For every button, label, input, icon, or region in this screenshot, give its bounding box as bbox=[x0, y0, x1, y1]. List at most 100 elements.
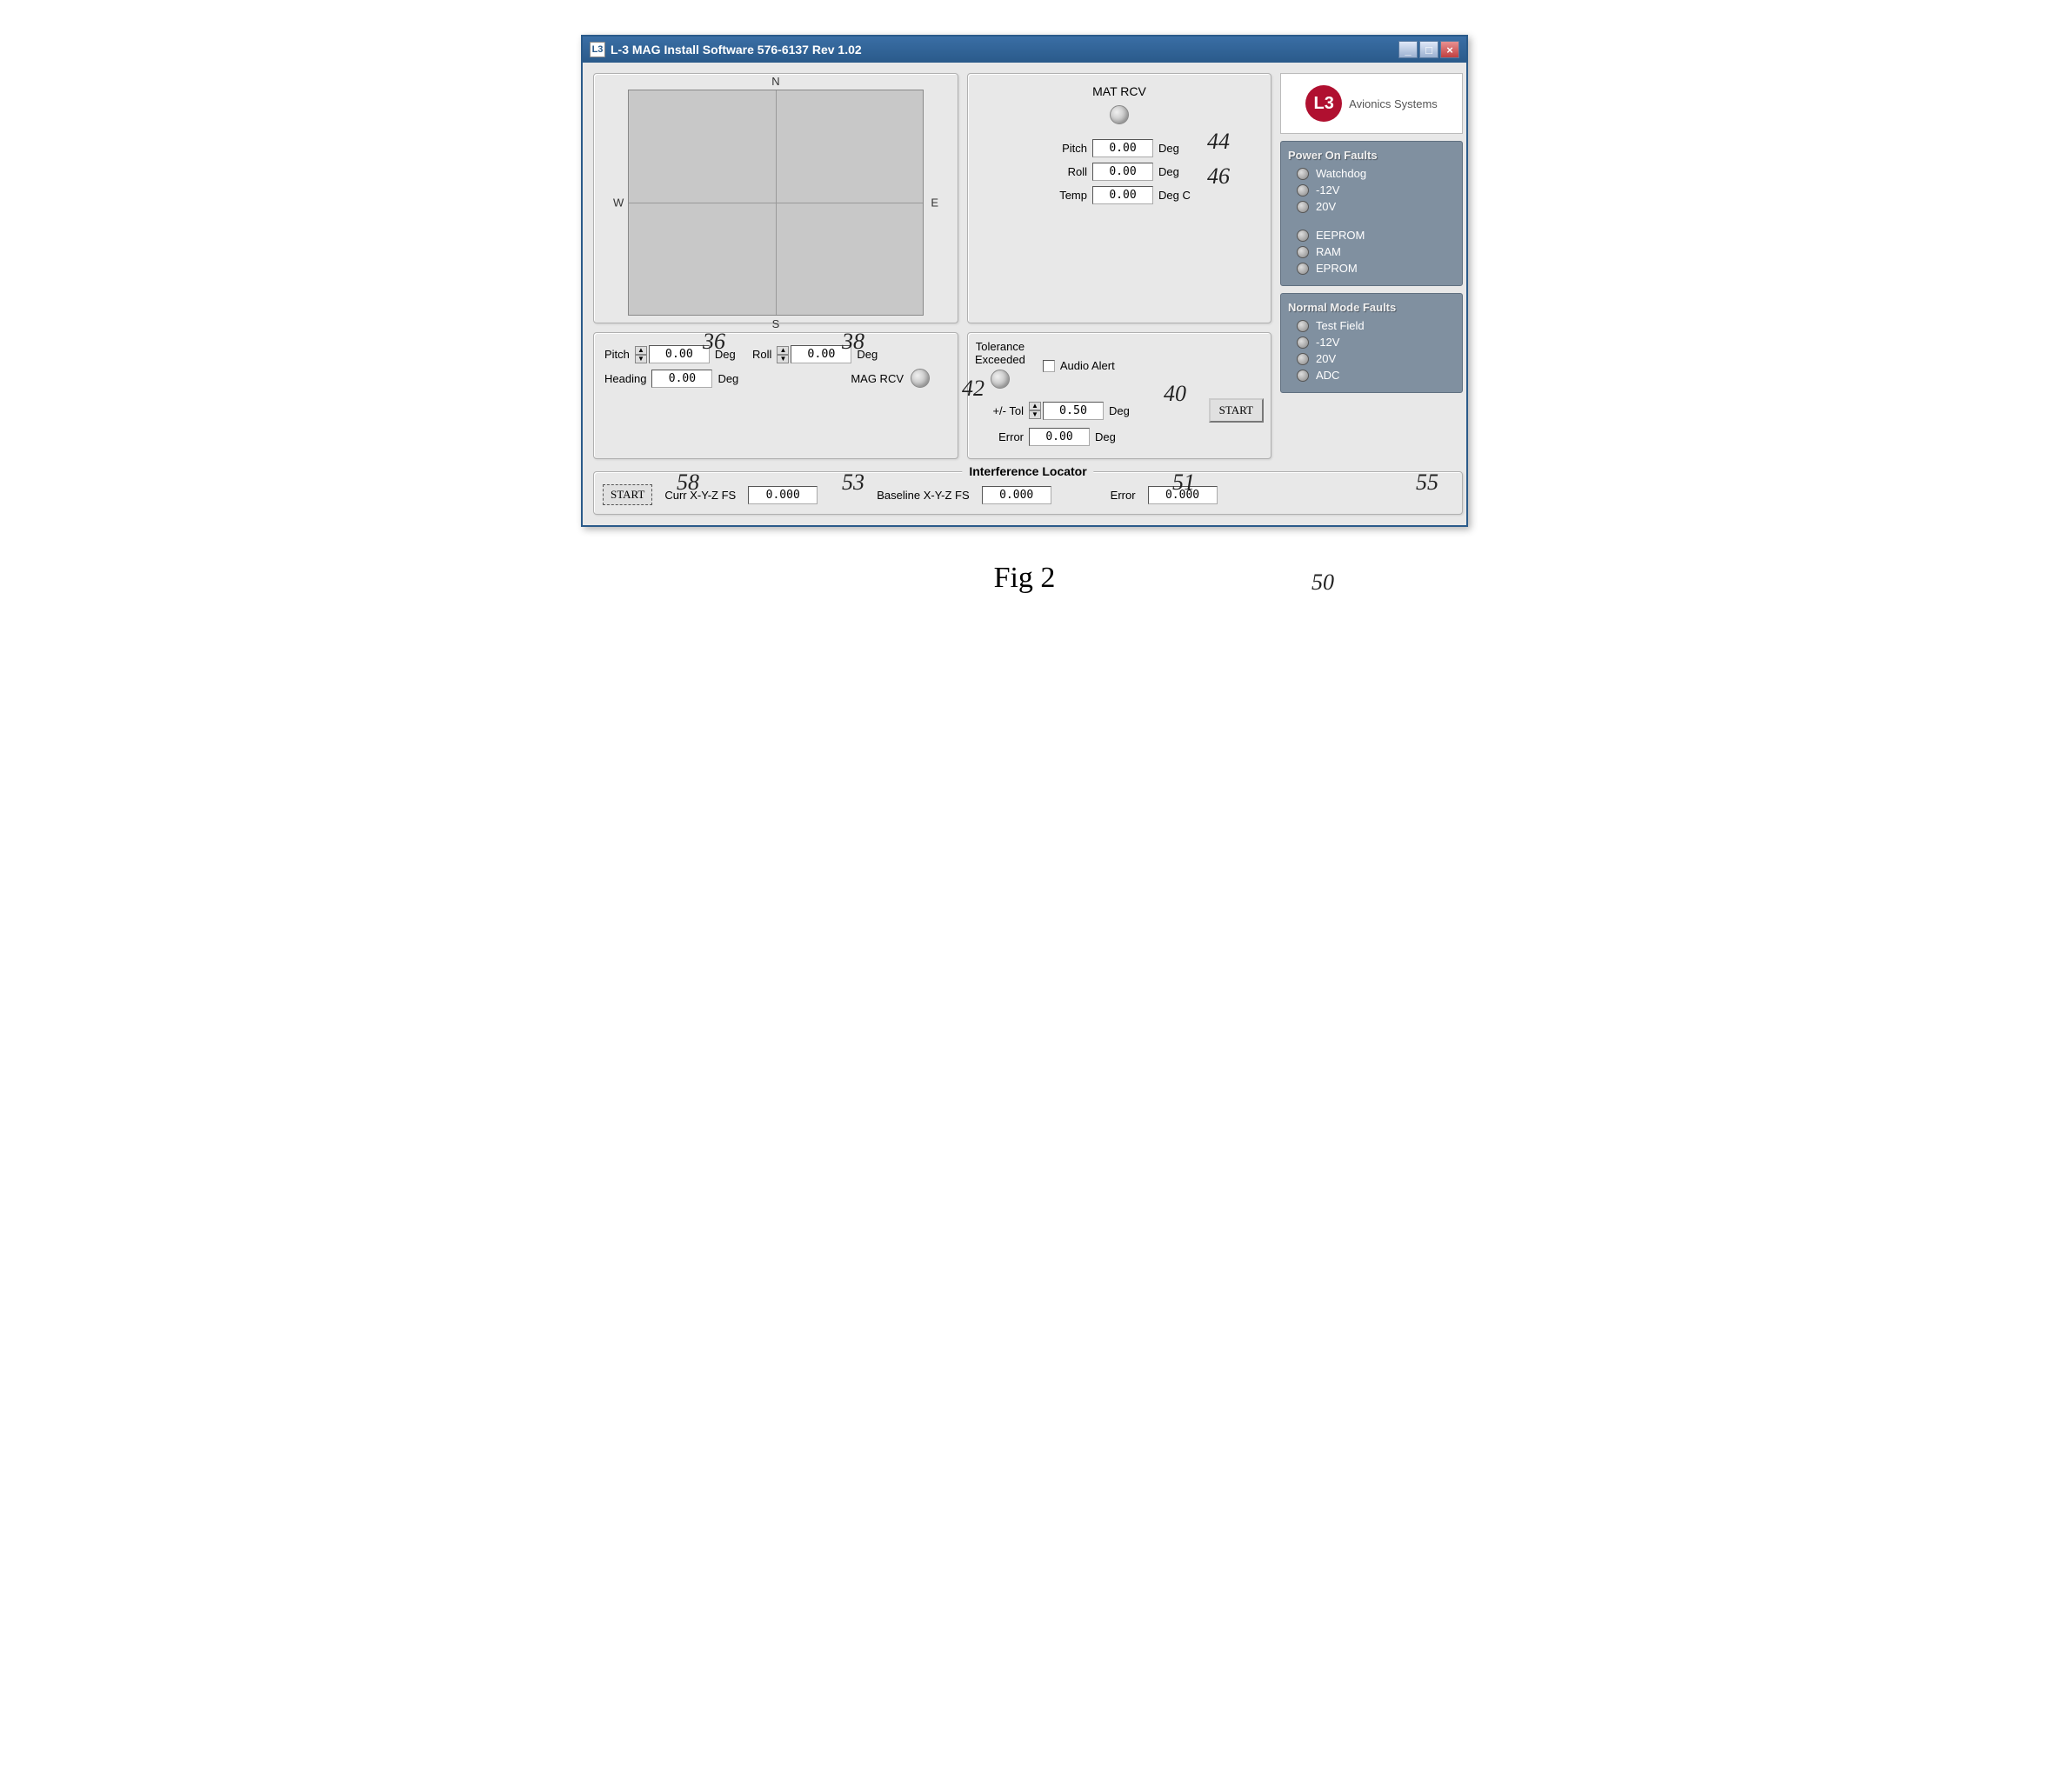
tol-unit: Deg bbox=[1109, 404, 1151, 417]
fault-20v-label: 20V bbox=[1316, 200, 1336, 213]
pitch-label: Pitch bbox=[604, 348, 630, 361]
window-controls: _ □ × bbox=[1398, 41, 1459, 58]
annotation-55: 55 bbox=[1416, 470, 1438, 496]
iloc-curr-value: 0.000 bbox=[748, 486, 818, 504]
annotation-42: 42 bbox=[962, 376, 984, 402]
fault-led bbox=[1297, 184, 1309, 197]
app-icon: L3 bbox=[590, 42, 605, 57]
audio-alert-checkbox[interactable] bbox=[1043, 360, 1055, 372]
figure-caption: Fig 2 bbox=[35, 562, 2014, 595]
minimize-button[interactable]: _ bbox=[1398, 41, 1418, 58]
iloc-base-value: 0.000 bbox=[982, 486, 1051, 504]
mat-roll-value: 0.00 bbox=[1092, 163, 1153, 181]
mat-pitch-value: 0.00 bbox=[1092, 139, 1153, 157]
annotation-36: 36 bbox=[703, 329, 725, 355]
annotation-44: 44 bbox=[1207, 129, 1230, 155]
tolerance-panel: Tolerance Exceeded Audio Alert +/- Tol ▲… bbox=[967, 332, 1271, 459]
annotation-53: 53 bbox=[842, 470, 864, 496]
iloc-base-label: Baseline X-Y-Z FS bbox=[877, 489, 969, 502]
fault-led bbox=[1297, 246, 1309, 258]
fault-watchdog-label: Watchdog bbox=[1316, 167, 1366, 180]
tolerance-exceeded-led bbox=[991, 370, 1010, 389]
mat-pitch-label: Pitch bbox=[1038, 142, 1087, 155]
audio-alert-label: Audio Alert bbox=[1060, 359, 1115, 372]
power-on-faults-title: Power On Faults bbox=[1288, 149, 1455, 162]
heading-unit: Deg bbox=[717, 372, 738, 385]
fault-led bbox=[1297, 230, 1309, 242]
mat-temp-label: Temp bbox=[1038, 189, 1087, 202]
pitch-input[interactable] bbox=[649, 345, 710, 363]
compass-north-label: N bbox=[771, 75, 779, 88]
fault-led bbox=[1297, 370, 1309, 382]
mat-temp-unit: Deg C bbox=[1158, 189, 1200, 202]
annotation-38: 38 bbox=[842, 329, 864, 355]
compass-panel: N S E W bbox=[593, 73, 958, 323]
titlebar: L3 L-3 MAG Install Software 576-6137 Rev… bbox=[583, 37, 1466, 63]
interference-locator-panel: Interference Locator START Curr X-Y-Z FS… bbox=[593, 471, 1463, 515]
compass-display: N S E W bbox=[628, 90, 924, 316]
interference-locator-title: Interference Locator bbox=[962, 464, 1093, 478]
mat-temp-value: 0.00 bbox=[1092, 186, 1153, 204]
compass-west-label: W bbox=[613, 197, 624, 210]
mat-roll-label: Roll bbox=[1038, 165, 1087, 178]
roll-label: Roll bbox=[752, 348, 771, 361]
mat-rcv-panel: MAT RCV Pitch 0.00 Deg Roll 0.00 Deg Tem… bbox=[967, 73, 1271, 323]
fault-led bbox=[1297, 201, 1309, 213]
pitch-down-button[interactable]: ▼ bbox=[635, 355, 647, 363]
maximize-button[interactable]: □ bbox=[1419, 41, 1438, 58]
tol-error-label: Error bbox=[975, 430, 1024, 443]
fault-led bbox=[1297, 336, 1309, 349]
fault-neg12v-label: -12V bbox=[1316, 183, 1339, 197]
iloc-error-label: Error bbox=[1111, 489, 1136, 502]
mag-rcv-label: MAG RCV bbox=[851, 372, 904, 385]
brand-text: Avionics Systems bbox=[1349, 97, 1438, 110]
fault-eeprom-label: EEPROM bbox=[1316, 229, 1365, 242]
mat-roll-unit: Deg bbox=[1158, 165, 1200, 178]
tol-error-unit: Deg bbox=[1095, 430, 1137, 443]
compass-east-label: E bbox=[931, 197, 938, 210]
fault-led bbox=[1297, 320, 1309, 332]
heading-label: Heading bbox=[604, 372, 646, 385]
l3-icon: L3 bbox=[1305, 85, 1342, 122]
fault-ram-label: RAM bbox=[1316, 245, 1341, 258]
fault-testfield-label: Test Field bbox=[1316, 319, 1365, 332]
power-on-faults-panel: Power On Faults Watchdog -12V 20V EEPROM… bbox=[1280, 141, 1463, 286]
tol-label: +/- Tol bbox=[975, 404, 1024, 417]
pitch-up-button[interactable]: ▲ bbox=[635, 346, 647, 355]
mat-rcv-title: MAT RCV bbox=[975, 84, 1264, 98]
normal-mode-faults-panel: Normal Mode Faults Test Field -12V 20V A… bbox=[1280, 293, 1463, 393]
fault-eprom-label: EPROM bbox=[1316, 262, 1358, 275]
tol-error-value: 0.00 bbox=[1029, 428, 1090, 446]
brand-logo: L3 Avionics Systems bbox=[1280, 73, 1463, 134]
mat-rcv-led bbox=[1110, 105, 1129, 124]
fault-20v-label: 20V bbox=[1316, 352, 1336, 365]
fault-led bbox=[1297, 168, 1309, 180]
tol-down-button[interactable]: ▼ bbox=[1029, 410, 1041, 419]
window-title: L-3 MAG Install Software 576-6137 Rev 1.… bbox=[611, 43, 862, 57]
app-window: L3 L-3 MAG Install Software 576-6137 Rev… bbox=[581, 35, 1468, 527]
annotation-40: 40 bbox=[1164, 381, 1186, 407]
annotation-58: 58 bbox=[677, 470, 699, 496]
close-button[interactable]: × bbox=[1440, 41, 1459, 58]
mat-pitch-unit: Deg bbox=[1158, 142, 1200, 155]
annotation-51: 51 bbox=[1172, 470, 1195, 496]
pitch-roll-heading-panel: Pitch ▲ ▼ Deg Roll ▲ ▼ bbox=[593, 332, 958, 459]
compass-south-label: S bbox=[772, 317, 780, 330]
roll-up-button[interactable]: ▲ bbox=[777, 346, 789, 355]
roll-down-button[interactable]: ▼ bbox=[777, 355, 789, 363]
fault-led bbox=[1297, 263, 1309, 275]
iloc-curr-label: Curr X-Y-Z FS bbox=[664, 489, 736, 502]
tol-up-button[interactable]: ▲ bbox=[1029, 402, 1041, 410]
iloc-start-button[interactable]: START bbox=[603, 484, 652, 505]
tolerance-start-button[interactable]: START bbox=[1209, 398, 1264, 423]
client-area: N S E W MAT RCV Pitch 0.00 Deg Roll 0.00… bbox=[583, 63, 1466, 525]
annotation-46: 46 bbox=[1207, 163, 1230, 190]
tolerance-exceeded-label: Tolerance Exceeded bbox=[975, 340, 1025, 366]
heading-value: 0.00 bbox=[651, 370, 712, 388]
fault-neg12v-label: -12V bbox=[1316, 336, 1339, 349]
tol-input[interactable] bbox=[1043, 402, 1104, 420]
fault-adc-label: ADC bbox=[1316, 369, 1339, 382]
mag-rcv-led bbox=[911, 369, 930, 388]
annotation-50: 50 bbox=[1311, 570, 1334, 596]
normal-mode-faults-title: Normal Mode Faults bbox=[1288, 301, 1455, 314]
